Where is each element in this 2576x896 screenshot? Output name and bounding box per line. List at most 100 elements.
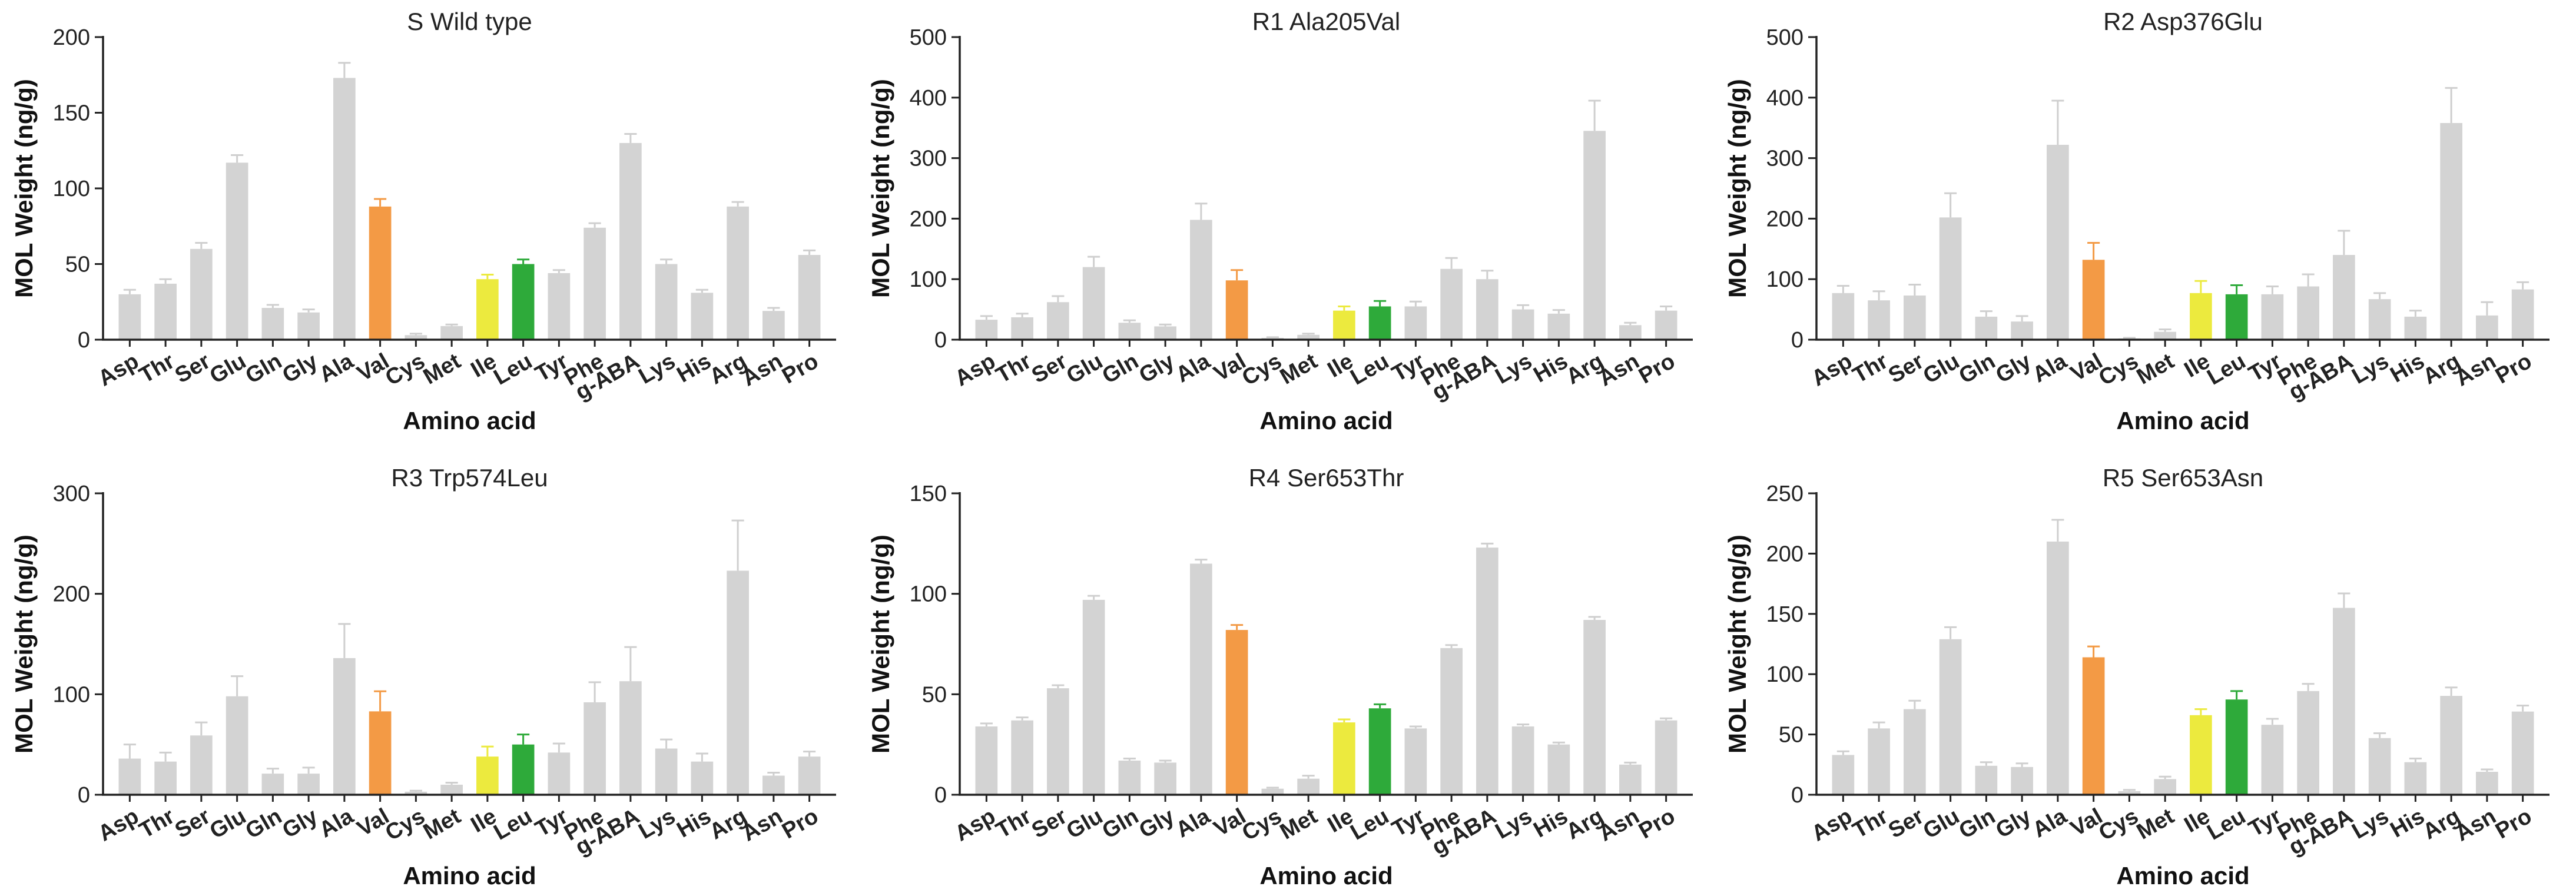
bar-pro (798, 756, 821, 795)
bar-asn (1619, 325, 1642, 340)
bar-pro (798, 255, 821, 340)
bar-tyr (548, 273, 571, 340)
x-tick-label: Gly (1992, 349, 2035, 388)
x-tick-label: Met (419, 804, 465, 844)
y-tick-label: 500 (1766, 25, 1803, 50)
bar-cys (405, 335, 427, 340)
x-tick-label: Lys (2348, 349, 2393, 389)
bar-gln (1975, 765, 1998, 795)
bar-asn (762, 311, 785, 340)
bar-ala (2047, 541, 2069, 795)
y-tick-label: 0 (934, 328, 947, 353)
bar-val (1225, 280, 1248, 340)
y-tick-label: 100 (1766, 662, 1803, 687)
x-tick-label: Asp (951, 804, 1000, 846)
y-tick-label: 400 (1766, 86, 1803, 111)
y-tick-label: 0 (78, 783, 90, 808)
bar-ser (1047, 302, 1069, 340)
bar-leu (2225, 294, 2248, 340)
x-tick-label: Leu (1347, 349, 1394, 390)
bar-phe (584, 702, 606, 795)
y-axis-label: MOL Weight (ng/g) (10, 535, 38, 754)
bar-tyr (2261, 294, 2284, 340)
bar-lys (2368, 299, 2391, 340)
y-tick-label: 400 (910, 86, 947, 111)
bar-met (440, 326, 463, 340)
bar-leu (512, 264, 535, 340)
y-tick-label: 200 (53, 25, 90, 50)
bar-thr (1011, 720, 1033, 795)
bar-leu (1368, 306, 1391, 340)
y-tick-label: 0 (1791, 783, 1803, 808)
bar-ile (2190, 293, 2212, 340)
x-tick-label: Met (2133, 349, 2179, 389)
bar-ile (476, 279, 499, 340)
y-tick-label: 100 (910, 267, 947, 292)
bar-pro (1655, 720, 1677, 795)
x-tick-label: Asp (1808, 349, 1856, 391)
y-tick-label: 200 (53, 582, 90, 607)
x-tick-label: Asp (94, 804, 143, 846)
bar-asn (1619, 764, 1642, 795)
y-tick-label: 50 (922, 682, 947, 707)
x-tick-label: Lys (635, 804, 679, 844)
bar-phe (2297, 286, 2319, 340)
x-tick-label: Pro (2491, 804, 2536, 844)
bar-gln (261, 774, 284, 795)
y-tick-label: 100 (1766, 267, 1803, 292)
bar-ser (190, 735, 213, 795)
y-axis-label: MOL Weight (ng/g) (1723, 79, 1751, 298)
bar-asp (118, 758, 141, 795)
x-tick-label: Ala (2028, 804, 2071, 842)
bar-pro (2511, 289, 2534, 340)
y-tick-label: 500 (910, 25, 947, 50)
x-tick-label: Ala (2028, 349, 2071, 387)
chart-title: S Wild type (407, 8, 532, 35)
bar-val (369, 206, 392, 340)
bar-asn (2476, 772, 2498, 795)
y-axis-label: MOL Weight (ng/g) (867, 535, 894, 754)
chart-panel-4: R3 Trp574Leu MOL Weight (ng/g) Amino acid 0… (10, 464, 836, 890)
y-axis-label: MOL Weight (ng/g) (10, 79, 38, 298)
y-tick-label: 50 (1779, 723, 1803, 748)
x-tick-label: Gly (1135, 349, 1179, 388)
bar-ala (1190, 563, 1212, 795)
bar-glu (1939, 639, 1962, 795)
bar-arg (2440, 696, 2462, 795)
bar-ala (333, 78, 356, 340)
bar-lys (655, 264, 678, 340)
bar-ile (2190, 715, 2212, 795)
bar-ala (2047, 144, 2069, 340)
chart-title: R3 Trp574Leu (391, 464, 548, 492)
x-tick-label: Gly (279, 804, 322, 843)
x-tick-label: Asp (1808, 804, 1856, 846)
y-tick-label: 150 (1766, 602, 1803, 627)
x-tick-label: Pro (778, 349, 823, 389)
bar-asp (975, 726, 998, 795)
bar-glu (1939, 217, 1962, 340)
bar-arg (2440, 122, 2462, 340)
bar-his (2404, 316, 2427, 340)
bar-asp (118, 294, 141, 340)
bar-thr (1011, 317, 1033, 340)
x-tick-label: Lys (1491, 349, 1536, 389)
bar-arg (727, 206, 749, 340)
x-tick-label: Leu (2203, 804, 2250, 845)
x-tick-label: Met (1276, 804, 1322, 844)
y-tick-label: 0 (934, 783, 947, 808)
x-tick-label: Ala (1172, 349, 1215, 387)
bar-phe (584, 227, 606, 340)
y-tick-label: 300 (1766, 147, 1803, 171)
bar-glu (226, 696, 248, 795)
chart-title: R5 Ser653Asn (2103, 464, 2263, 492)
bar-lys (1511, 309, 1534, 340)
bar-val (1225, 630, 1248, 795)
bar-pro (1655, 310, 1677, 340)
bar-arg (1583, 620, 1606, 795)
y-tick-label: 200 (910, 207, 947, 231)
bar-gly (1154, 326, 1176, 340)
x-tick-label: Leu (2203, 349, 2250, 390)
x-axis-label: Amino acid (2116, 407, 2249, 434)
bar-gln (261, 308, 284, 340)
